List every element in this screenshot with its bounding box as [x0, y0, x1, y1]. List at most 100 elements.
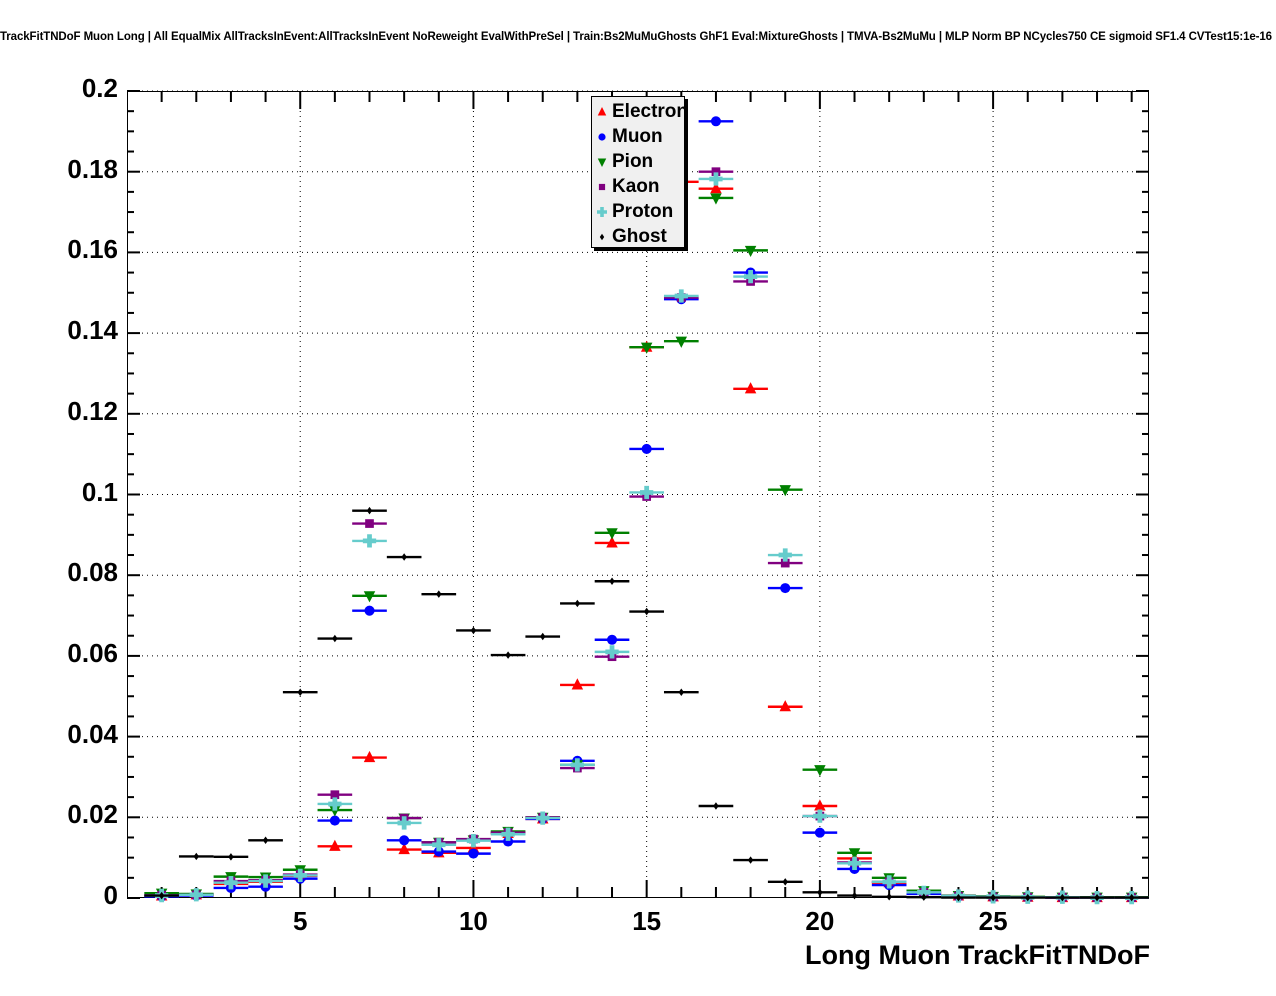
- legend-item-label: Ghost: [612, 226, 667, 247]
- marker-cross: [432, 838, 446, 852]
- marker-cross: [293, 868, 307, 883]
- legend-item-electron[interactable]: Electron: [595, 99, 688, 124]
- marker-diamond: [609, 577, 615, 585]
- y-tick-label: 0.02: [67, 799, 118, 830]
- legend: Electron Muon Pion Kaon Proton Ghost: [591, 96, 688, 249]
- marker-diamond: [193, 852, 200, 861]
- marker-cross: [640, 485, 654, 500]
- marker-diamond: [539, 632, 546, 641]
- marker-diamond: [505, 651, 511, 659]
- y-tick-label: 0: [103, 880, 118, 910]
- marker-triangle-down: [640, 342, 653, 354]
- marker-diamond: [228, 853, 234, 861]
- marker-cross: [570, 758, 585, 772]
- marker-diamond: [643, 607, 650, 616]
- marker-cross: [605, 645, 619, 659]
- marker-cross: [536, 811, 550, 825]
- marker-square: [780, 558, 790, 568]
- marker-triangle-down: [848, 848, 861, 860]
- legend-item-kaon[interactable]: Kaon: [595, 174, 684, 199]
- marker-triangle-up: [779, 700, 791, 712]
- legend-item-label: Muon: [612, 126, 663, 147]
- marker-circle: [433, 846, 444, 857]
- marker-diamond: [886, 893, 892, 901]
- marker-cross: [709, 172, 723, 186]
- x-tick-label: 10: [458, 906, 488, 936]
- marker-diamond: [158, 891, 165, 900]
- x-tick-label: 25: [978, 906, 1008, 936]
- marker-circle: [814, 827, 825, 838]
- marker-cross: [778, 548, 792, 562]
- square-icon: [595, 180, 609, 194]
- marker-triangle-down: [779, 485, 791, 497]
- marker-triangle-down: [363, 591, 376, 603]
- marker-diamond: [713, 802, 719, 810]
- marker-diamond: [990, 893, 996, 902]
- y-tick-label: 0.06: [67, 637, 118, 668]
- marker-circle: [364, 605, 375, 616]
- marker-diamond: [297, 688, 303, 696]
- marker-triangle-down: [710, 193, 722, 205]
- marker-cross: [674, 289, 688, 303]
- marker-circle: [399, 835, 410, 846]
- legend-item-proton[interactable]: Proton: [595, 199, 684, 224]
- legend-item-muon[interactable]: Muon: [595, 124, 684, 149]
- marker-circle: [641, 443, 652, 454]
- marker-diamond: [1094, 893, 1100, 902]
- marker-diamond: [1128, 893, 1135, 902]
- marker-circle: [780, 583, 791, 594]
- marker-circle: [606, 634, 618, 645]
- marker-cross: [397, 816, 411, 830]
- marker-triangle-down: [329, 805, 341, 817]
- legend-item-label: Electron: [612, 101, 689, 122]
- legend-item-pion[interactable]: Pion: [595, 149, 684, 174]
- legend-item-label: Pion: [612, 151, 654, 172]
- diamond-icon: [595, 230, 609, 244]
- marker-diamond: [817, 888, 823, 897]
- marker-cross: [743, 269, 758, 284]
- marker-circle: [329, 815, 340, 826]
- marker-diamond: [747, 856, 754, 864]
- marker-square: [365, 519, 374, 528]
- y-tick-label: 0.12: [67, 395, 118, 426]
- x-tick-label: 20: [805, 906, 835, 936]
- marker-circle: [503, 836, 514, 847]
- marker-cross: [258, 874, 273, 888]
- marker-cross: [847, 856, 862, 870]
- marker-diamond: [955, 893, 962, 902]
- marker-diamond: [921, 893, 927, 901]
- marker-triangle-up: [363, 750, 376, 763]
- marker-cross: [917, 885, 931, 900]
- marker-cross: [362, 534, 377, 548]
- page-title: TrackFitTNDoF Muon Long | All EqualMix A…: [0, 31, 1276, 43]
- marker-circle: [468, 848, 479, 859]
- marker-diamond: [1024, 893, 1031, 902]
- legend-item-label: Kaon: [612, 176, 660, 197]
- marker-cross: [813, 809, 827, 823]
- marker-cross: [466, 834, 481, 848]
- marker-triangle-down: [744, 245, 757, 258]
- marker-diamond: [851, 891, 858, 900]
- marker-triangle-up: [814, 799, 826, 811]
- marker-cross: [328, 797, 342, 811]
- triangle-down-icon: [595, 155, 609, 169]
- marker-diamond: [678, 688, 685, 696]
- marker-cross: [189, 888, 203, 902]
- marker-diamond: [574, 599, 581, 608]
- marker-cross: [224, 876, 238, 890]
- marker-diamond: [436, 590, 442, 598]
- y-tick-label: 0.08: [67, 557, 118, 588]
- y-tick-label: 0.04: [67, 718, 118, 749]
- marker-triangle-up: [329, 839, 341, 851]
- marker-diamond: [366, 506, 373, 515]
- legend-item-ghost[interactable]: Ghost: [595, 224, 684, 249]
- legend-item-label: Proton: [612, 201, 674, 222]
- y-tick-label: 0.1: [81, 476, 118, 507]
- y-tick-label: 0.14: [67, 315, 118, 346]
- marker-triangle-up: [606, 536, 618, 548]
- marker-square: [330, 790, 340, 800]
- marker-diamond: [470, 626, 477, 635]
- marker-diamond: [262, 836, 269, 845]
